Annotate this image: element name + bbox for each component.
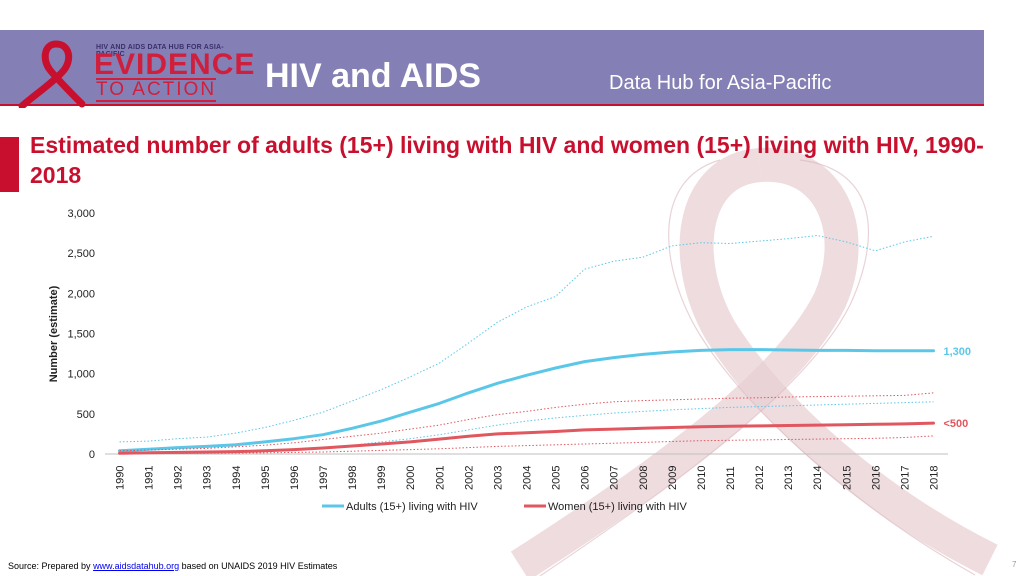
x-tick-label: 2015 xyxy=(841,466,853,490)
source-note: Source: Prepared by www.aidsdatahub.org … xyxy=(8,561,337,571)
source-prefix: Source: Prepared by xyxy=(8,561,94,571)
series-0-line xyxy=(118,348,935,453)
chart-title: Estimated number of adults (15+) living … xyxy=(30,132,984,188)
legend-label: Adults (15+) living with HIV xyxy=(346,501,478,513)
x-tick-label: 2007 xyxy=(609,466,621,490)
y-tick-label: 500 xyxy=(77,409,95,421)
x-tick-label: 2003 xyxy=(492,466,504,490)
x-tick-label: 1990 xyxy=(115,466,127,490)
header-title: HIV and AIDS xyxy=(265,57,481,95)
x-tick-label: 2006 xyxy=(580,466,592,490)
y-tick-label: 3,000 xyxy=(67,208,95,220)
x-tick-label: 1991 xyxy=(144,466,156,490)
header-subtitle: Data Hub for Asia-Pacific xyxy=(609,72,832,94)
x-tick-label: 2009 xyxy=(667,466,679,490)
page-number: 7 xyxy=(1012,560,1017,569)
evidence-to-action-logo: HIV AND AIDS DATA HUB FOR ASIA-PACIFIC E… xyxy=(16,36,254,108)
x-tick-label: 2011 xyxy=(725,466,737,490)
x-tick-label: 2004 xyxy=(522,466,534,490)
x-tick-label: 1993 xyxy=(202,466,214,490)
y-tick-label: 2,000 xyxy=(67,288,95,300)
y-tick-label: 0 xyxy=(89,449,95,461)
x-tick-label: 2018 xyxy=(928,466,940,490)
y-tick-label: 1,000 xyxy=(67,369,95,381)
x-tick-label: 1997 xyxy=(318,466,330,490)
source-suffix: based on UNAIDS 2019 HIV Estimates xyxy=(179,561,338,571)
y-tick-label: 1,500 xyxy=(67,329,95,341)
source-link[interactable]: www.aidsdatahub.org xyxy=(93,561,180,571)
x-tick-label: 1998 xyxy=(347,466,359,490)
x-tick-label: 2014 xyxy=(812,466,824,490)
header-banner: HIV AND AIDS DATA HUB FOR ASIA-PACIFIC E… xyxy=(0,30,984,108)
x-tick-label: 2010 xyxy=(696,466,708,490)
legend-label: Women (15+) living with HIV xyxy=(548,501,688,513)
x-tick-label: 2008 xyxy=(638,466,650,490)
x-tick-label: 2002 xyxy=(463,466,475,490)
logo-tagline: HIV AND AIDS DATA HUB FOR ASIA-PACIFIC xyxy=(96,44,224,58)
x-tick-label: 2012 xyxy=(754,466,766,490)
x-tick-label: 2005 xyxy=(551,466,563,490)
series-0-upper-bound-line xyxy=(119,234,934,443)
x-tick-label: 1994 xyxy=(231,466,243,490)
x-tick-label: 2000 xyxy=(405,466,417,490)
y-tick-label: 2,500 xyxy=(67,248,95,260)
red-ribbon-icon xyxy=(18,40,86,108)
series-0-end-label: 1,300 xyxy=(943,346,971,358)
x-tick-label: 2016 xyxy=(870,466,882,490)
x-tick-label: 2017 xyxy=(899,466,911,490)
title-accent-bar xyxy=(0,137,19,192)
series-1-line xyxy=(118,421,935,455)
x-tick-label: 1996 xyxy=(289,466,301,490)
series-1-end-label: <500 xyxy=(943,418,968,430)
y-axis-title: Number (estimate) xyxy=(48,285,60,382)
x-tick-label: 2001 xyxy=(434,466,446,490)
logo-evidence-text: EVIDENCE xyxy=(94,48,256,81)
series-1-lower-bound-line xyxy=(119,435,934,455)
series-1-upper-bound-line xyxy=(119,392,934,452)
x-tick-label: 1992 xyxy=(173,466,185,490)
x-tick-label: 1995 xyxy=(260,466,272,490)
logo-to-action-text: TO ACTION xyxy=(96,78,217,102)
x-tick-label: 2013 xyxy=(783,466,795,490)
x-tick-label: 1999 xyxy=(376,466,388,490)
